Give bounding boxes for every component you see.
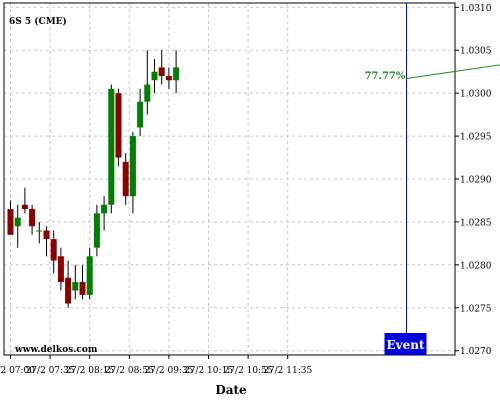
candle-up — [93, 213, 100, 248]
candle-down — [43, 230, 50, 240]
x-tick-label: 27/2 10:55 — [224, 366, 273, 376]
candle-down — [79, 282, 86, 295]
y-tick-label: 1.0275 — [460, 304, 492, 314]
candle-down — [158, 67, 165, 76]
candle-up — [151, 71, 158, 81]
candles — [7, 50, 180, 308]
candle-up — [137, 101, 144, 128]
grid — [4, 3, 455, 355]
y-tick-label: 1.0300 — [460, 90, 492, 100]
x-tick-label: 27/2 07:35 — [26, 366, 75, 376]
x-tick-label: 27/2 08:15 — [65, 366, 114, 376]
candle-up — [129, 136, 136, 197]
chart-title: 6S 5 (CME) — [9, 16, 67, 27]
candle-down — [29, 209, 36, 227]
x-tick-label: 27/2 09:35 — [144, 366, 193, 376]
x-tick-label: 27/2 08:55 — [105, 366, 154, 376]
projection-line — [406, 64, 500, 80]
candle-down — [65, 277, 72, 304]
candle-down — [57, 256, 64, 283]
candle-up — [101, 204, 108, 214]
candle-up — [14, 217, 21, 227]
event-box — [384, 333, 427, 355]
candle-down — [115, 93, 122, 158]
candle-down — [21, 204, 28, 210]
y-tick-label: 1.0285 — [460, 218, 492, 228]
watermark: www.delkos.com — [14, 345, 98, 355]
candle-up — [173, 67, 180, 81]
candle-down — [7, 209, 14, 235]
candle-up — [108, 88, 115, 205]
candle-up — [72, 282, 79, 291]
y-tick-label: 1.0270 — [460, 347, 492, 357]
candle-up — [36, 230, 43, 232]
x-tick-label: 27/2 11:35 — [263, 366, 312, 376]
candle-down — [165, 75, 172, 81]
x-axis-label: Date — [215, 383, 247, 397]
event-marker: Event — [384, 3, 427, 355]
y-tick-label: 1.0290 — [460, 176, 492, 186]
projection-label: 77.77% — [365, 71, 406, 82]
x-tick-label: 27/2 10:15 — [184, 366, 233, 376]
x-tick-label: 27/2 07:00 — [0, 366, 35, 376]
plot-frame — [3, 2, 456, 356]
y-tick-label: 1.0310 — [460, 4, 492, 14]
candle-down — [122, 161, 129, 197]
y-tick-label: 1.0280 — [460, 261, 492, 271]
axes — [3, 2, 459, 359]
candle-up — [144, 84, 151, 102]
y-tick-label: 1.0295 — [460, 133, 492, 143]
event-label: Event — [386, 338, 424, 352]
tick-labels: 1.0270 1.0275 1.0280 1.0285 1.0290 1.0295 1.03… — [0, 4, 492, 376]
candle-up — [86, 256, 93, 295]
candle-down — [50, 239, 57, 261]
projection: 77.77% — [365, 64, 500, 82]
y-tick-label: 1.0305 — [460, 47, 492, 57]
